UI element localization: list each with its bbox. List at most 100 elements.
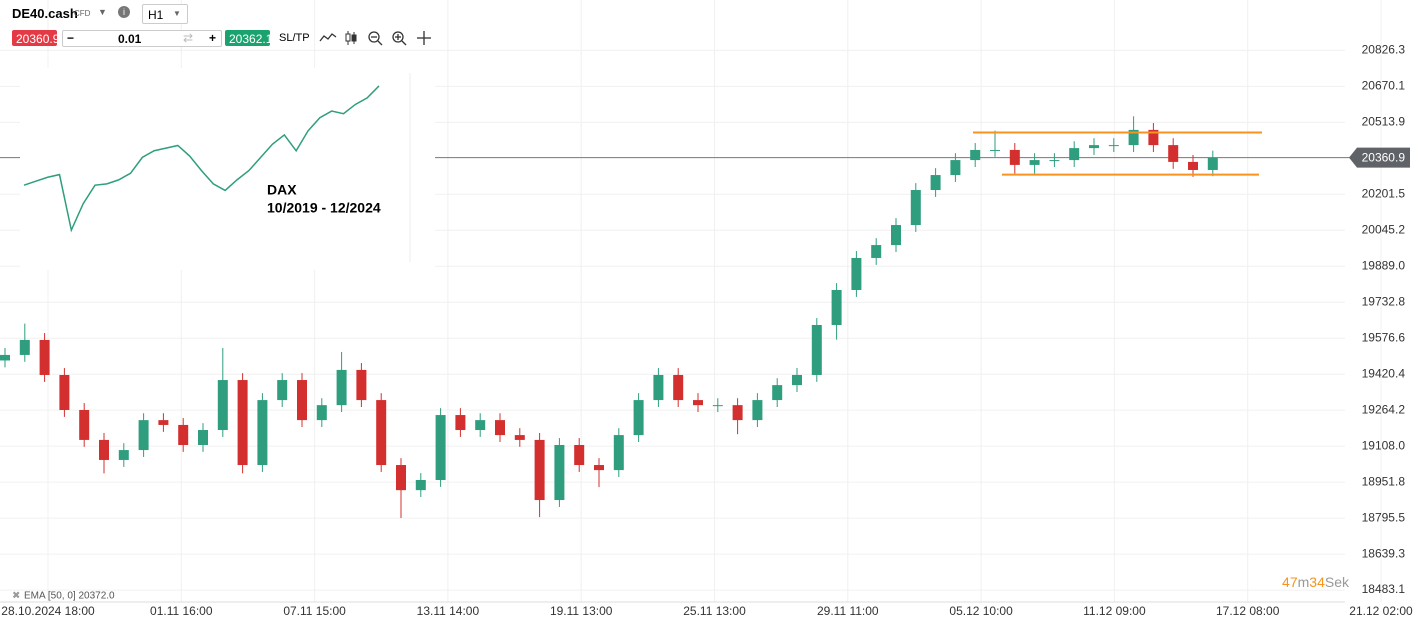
x-tick-label: 21.12 02:00	[1349, 604, 1413, 618]
timer-part: 47	[1282, 574, 1298, 590]
zoom-in[interactable]	[392, 31, 407, 46]
candle-body	[1049, 160, 1060, 162]
candle-body	[39, 339, 50, 375]
candle-body	[118, 450, 129, 460]
tool-icons	[319, 31, 431, 46]
candle-body	[1009, 149, 1020, 165]
symbol[interactable]: DE40.cash	[12, 6, 78, 21]
price-tag-bg	[1349, 147, 1410, 168]
x-tick-label: 28.10.2024 18:00	[1, 604, 95, 618]
candle-body	[336, 369, 347, 406]
candle-body	[990, 149, 1000, 151]
timeframe: H1	[148, 8, 164, 22]
candle-body	[198, 430, 208, 445]
x-tick-label: 11.12 09:00	[1083, 604, 1146, 618]
y-tick-label: 19889.0	[1362, 258, 1406, 272]
candle-body	[514, 435, 525, 440]
y-tick-label: 20045.2	[1362, 222, 1406, 236]
inset-title: DAX	[267, 182, 297, 198]
instrument-kind: CFD	[74, 9, 91, 18]
close-indicator: ✖	[12, 591, 20, 602]
volume: 0.01	[118, 32, 142, 46]
volume-input[interactable]: − 0.01 ⇄ +	[62, 30, 222, 47]
candle-body	[1029, 160, 1040, 165]
zoom-out[interactable]	[368, 31, 383, 46]
info-icon[interactable]: i	[118, 6, 130, 18]
candle-body	[554, 444, 565, 501]
y-tick-label: 19264.2	[1362, 402, 1406, 416]
indicator-label: EMA [50, 0] 20372.0	[24, 591, 115, 602]
candle-body	[178, 424, 189, 445]
candle-body	[712, 405, 723, 407]
timer-part: 34	[1309, 574, 1325, 590]
candle-body	[237, 380, 248, 466]
candle-body	[732, 405, 743, 421]
candle-body	[1108, 145, 1119, 147]
y-tick-label: 19576.6	[1362, 330, 1406, 344]
candle-body	[950, 160, 961, 176]
y-tick-label: 20670.1	[1362, 79, 1406, 93]
candle-body	[930, 175, 941, 191]
candle-body	[99, 439, 109, 460]
price-tag: 20360.9	[1362, 151, 1406, 165]
candle-body	[158, 420, 169, 425]
candle-body	[831, 289, 842, 325]
candle-tool[interactable]	[345, 31, 357, 45]
candle-body	[19, 339, 30, 355]
y-tick-label: 18483.1	[1362, 582, 1406, 596]
candle-body	[970, 149, 981, 161]
y-tick-label: 18639.3	[1362, 546, 1406, 560]
minus[interactable]: −	[67, 31, 75, 45]
candle-body	[811, 324, 822, 375]
buy-price: 20362.1	[229, 32, 273, 46]
candle-body	[435, 415, 446, 480]
candle-body	[673, 374, 684, 401]
candle-body	[1089, 145, 1099, 149]
candle-body	[277, 380, 288, 401]
y-tick-label: 20201.5	[1362, 186, 1406, 200]
toolbar: DE40.cash CFD ▼ i H1 ▼ 20360.9 − 0.01 ⇄ …	[0, 0, 440, 50]
inset-period: 10/2019 - 12/2024	[267, 200, 381, 216]
candle-body	[772, 385, 783, 401]
candle-body	[910, 190, 921, 226]
candle-body	[752, 400, 763, 421]
timer-part: Sek	[1325, 574, 1350, 590]
dropdown-arrow[interactable]: ▼	[98, 7, 107, 17]
y-tick-label: 18951.8	[1362, 474, 1406, 488]
buy-button[interactable]: 20362.1	[225, 30, 273, 46]
candle-body	[792, 374, 802, 386]
candle-body	[891, 225, 901, 246]
y-tick-label: 19420.4	[1362, 366, 1406, 380]
candle-body	[297, 380, 307, 421]
x-tick-label: 07.11 15:00	[283, 604, 346, 618]
y-tick-label: 19732.8	[1362, 294, 1406, 308]
move-tool[interactable]	[417, 31, 431, 45]
candle-body	[613, 435, 624, 471]
line-tool[interactable]	[319, 33, 337, 42]
sltp-button[interactable]: SL/TP	[279, 32, 310, 44]
plus[interactable]: +	[209, 31, 217, 45]
y-tick-label: 18795.5	[1362, 510, 1406, 524]
candle-body	[396, 465, 406, 491]
timeframe-select[interactable]: H1 ▼	[142, 4, 188, 24]
candle-body	[1188, 161, 1198, 170]
sell-button[interactable]: 20360.9	[12, 30, 59, 46]
candle-body	[79, 409, 90, 440]
candle-body	[356, 369, 367, 401]
x-tick-label: 25.11 13:00	[683, 604, 746, 618]
timer-part: m	[1298, 574, 1310, 590]
candle-body	[574, 444, 585, 466]
candle-body	[59, 374, 70, 410]
candle-body	[455, 415, 466, 431]
inset-background	[20, 68, 435, 270]
candle-body	[1207, 157, 1218, 170]
x-tick-label: 19.11 13:00	[550, 604, 613, 618]
candle-body	[415, 480, 426, 491]
candle-body	[0, 354, 10, 361]
y-tick-label: 20826.3	[1362, 43, 1406, 57]
inset-line	[23, 85, 380, 233]
candle-body	[475, 420, 486, 431]
candle-body	[257, 400, 268, 466]
